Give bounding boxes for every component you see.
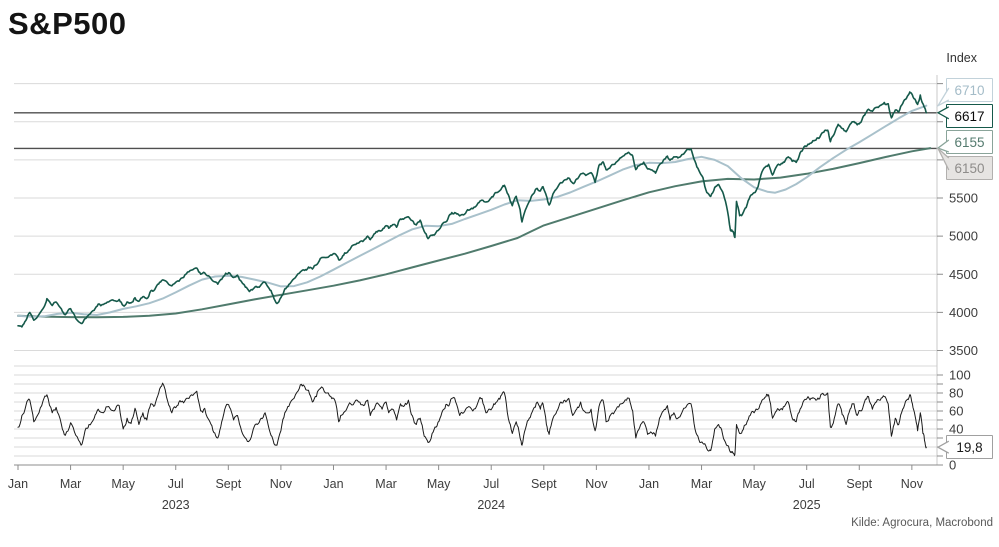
- x-axis-month-label: Sept: [215, 477, 241, 491]
- x-axis-month-label: Nov: [901, 477, 924, 491]
- y-axis-label-main: 4000: [949, 305, 978, 320]
- value-callout-level: 6150: [946, 156, 993, 180]
- x-axis-month-label: May: [427, 477, 451, 491]
- y-axis-label-main: 5000: [949, 229, 978, 244]
- rsi-line: [17, 382, 927, 457]
- y-axis-label-main: 5500: [949, 191, 978, 206]
- x-axis-month-label: Sept: [531, 477, 557, 491]
- y-axis-label-rsi: 80: [949, 386, 963, 401]
- x-axis-month-label: Sept: [846, 477, 872, 491]
- x-axis-year-label: 2024: [477, 498, 505, 512]
- price-line: [17, 91, 928, 328]
- y-axis-label-rsi: 60: [949, 404, 963, 419]
- source-attribution: Kilde: Agrocura, Macrobond: [851, 517, 993, 529]
- x-axis-year-label: 2025: [793, 498, 821, 512]
- value-callout-ma50: 6710: [946, 78, 993, 102]
- y-axis-label-rsi: 0: [949, 458, 956, 473]
- y-axis-label-rsi: 40: [949, 422, 963, 437]
- x-axis-month-label: Jul: [799, 477, 815, 491]
- x-axis-month-label: Jan: [8, 477, 28, 491]
- x-axis-month-label: May: [111, 477, 135, 491]
- ma200-line: [17, 147, 932, 319]
- x-axis-month-label: Nov: [585, 477, 608, 491]
- ma50-line: [17, 104, 928, 318]
- y-axis-label-rsi: 100: [949, 368, 971, 383]
- y-axis-label-main: 3500: [949, 343, 978, 358]
- x-axis-month-label: Jul: [168, 477, 184, 491]
- y-axis-label-main: 4500: [949, 267, 978, 282]
- x-axis-year-label: 2023: [162, 498, 190, 512]
- page-title: S&P500: [8, 6, 127, 41]
- value-callout-ma200: 6155: [946, 130, 993, 154]
- x-axis-month-label: Mar: [60, 477, 82, 491]
- x-axis-month-label: Mar: [375, 477, 397, 491]
- x-axis-month-label: Jan: [323, 477, 343, 491]
- value-callout-rsi: 19,8: [946, 435, 993, 459]
- x-axis-month-label: Mar: [691, 477, 713, 491]
- x-axis-month-label: Nov: [270, 477, 293, 491]
- x-axis-month-label: Jan: [639, 477, 659, 491]
- y-axis-title: Index: [946, 51, 977, 65]
- value-callout-price: 6617: [946, 104, 993, 128]
- x-axis-month-label: May: [742, 477, 766, 491]
- x-axis-month-label: Jul: [483, 477, 499, 491]
